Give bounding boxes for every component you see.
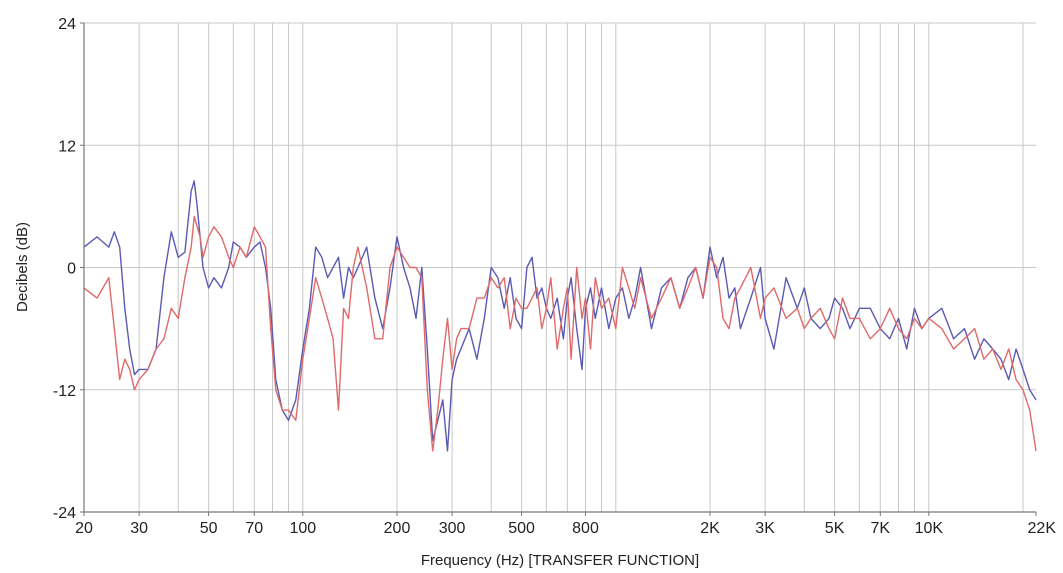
x-tick-label: 50 — [200, 520, 218, 537]
x-tick-label: 300 — [439, 520, 466, 537]
x-tick-label: 500 — [508, 520, 535, 537]
x-tick-label: 22K — [1028, 520, 1057, 537]
y-axis-label: Decibels (dB) — [14, 222, 31, 312]
x-tick-label: 5K — [825, 520, 845, 537]
grid — [84, 23, 1036, 512]
x-tick-label: 2K — [700, 520, 720, 537]
x-tick-label: 30 — [130, 520, 148, 537]
x-tick-label: 200 — [384, 520, 411, 537]
x-axis-label: Frequency (Hz) [TRANSFER FUNCTION] — [421, 552, 699, 569]
series-layer — [84, 181, 1036, 451]
x-tick-label: 3K — [755, 520, 775, 537]
series-line-2 — [84, 217, 1036, 451]
y-tick-label: -24 — [53, 505, 76, 522]
y-tick-label: 24 — [58, 16, 76, 33]
x-tick-label: 70 — [245, 520, 263, 537]
x-tick-label: 10K — [915, 520, 944, 537]
y-tick-label: 12 — [58, 138, 76, 155]
x-tick-label: 20 — [75, 520, 93, 537]
x-tick-label: 7K — [871, 520, 891, 537]
y-tick-label: -12 — [53, 383, 76, 400]
x-tick-label: 800 — [572, 520, 599, 537]
axes — [80, 23, 1036, 516]
y-tick-label: 0 — [67, 261, 76, 278]
x-tick-label: 100 — [289, 520, 316, 537]
